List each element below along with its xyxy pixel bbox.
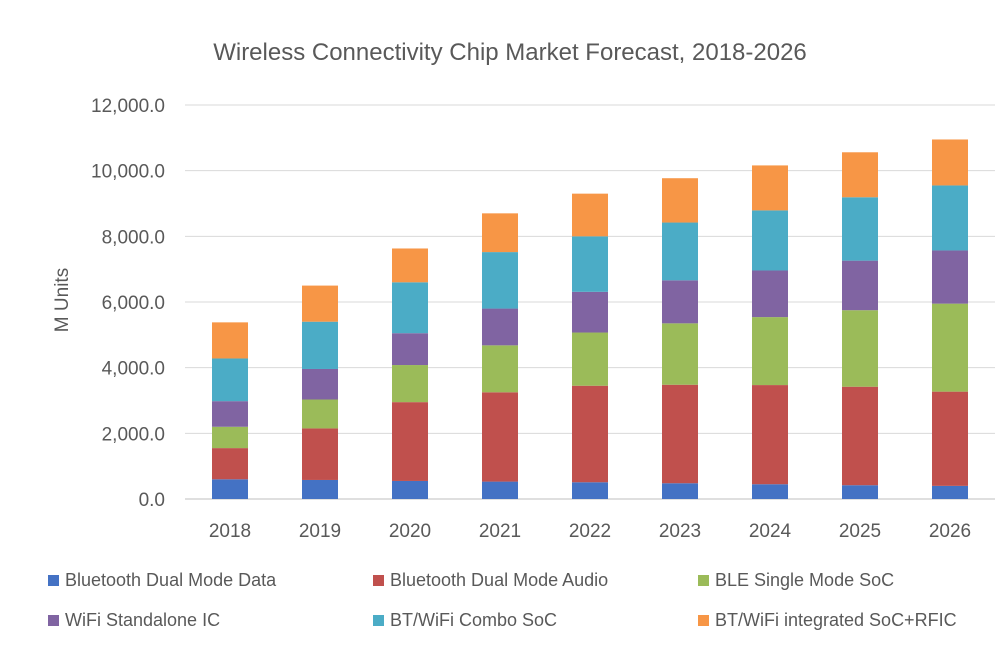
bar-segment [842, 260, 878, 311]
x-tick-label: 2021 [479, 521, 521, 542]
legend-item: BT/WiFi Combo SoC [373, 610, 557, 630]
legend-item: Bluetooth Dual Mode Audio [373, 570, 608, 590]
x-tick-label: 2022 [569, 521, 611, 542]
y-axis-ticks: 0.0 2,000.0 4,000.0 6,000.0 8,000.0 10,000.0 1… [91, 96, 165, 511]
bar-segment [662, 384, 698, 484]
x-tick-label: 2023 [659, 521, 701, 542]
bar-segment [212, 358, 248, 402]
bar-segment [572, 385, 608, 483]
bar-segment [392, 333, 428, 366]
legend-swatch [698, 615, 709, 626]
legend-swatch [373, 615, 384, 626]
legend-label: BT/WiFi Combo SoC [390, 610, 557, 630]
legend-swatch [48, 615, 59, 626]
bar-segment [302, 399, 338, 429]
bar-segment [302, 428, 338, 480]
bar-segment [932, 139, 968, 186]
legend-label: BLE Single Mode SoC [715, 570, 894, 590]
bar-segment [662, 323, 698, 385]
legend-label: Bluetooth Dual Mode Data [65, 570, 277, 590]
bar-segment [752, 165, 788, 211]
bar-segment [302, 368, 338, 400]
bar-segment [932, 485, 968, 499]
bar-segment [932, 391, 968, 486]
y-tick-label: 0.0 [139, 490, 165, 511]
y-tick-label: 6,000.0 [102, 293, 165, 314]
y-tick-label: 12,000.0 [91, 96, 165, 117]
bar-segment [572, 482, 608, 499]
chart-title: Wireless Connectivity Chip Market Foreca… [213, 39, 807, 66]
bar-segment [662, 483, 698, 499]
bar-segment [752, 484, 788, 499]
bar-segment [392, 480, 428, 499]
bar-segment [392, 402, 428, 481]
x-tick-label: 2020 [389, 521, 431, 542]
bar-segment [302, 479, 338, 499]
x-tick-label: 2025 [839, 521, 881, 542]
bar-segment [572, 193, 608, 237]
bar-segment [752, 317, 788, 386]
legend-item: WiFi Standalone IC [48, 610, 220, 630]
bars [212, 139, 968, 499]
bar-segment [662, 178, 698, 223]
bar-segment [212, 426, 248, 449]
bar-segment [212, 401, 248, 427]
legend-swatch [48, 575, 59, 586]
bar-segment [482, 345, 518, 393]
bar-segment [932, 303, 968, 392]
bar-segment [752, 210, 788, 271]
bar-segment [842, 386, 878, 486]
y-tick-label: 4,000.0 [102, 359, 165, 380]
bar-segment [212, 479, 248, 499]
bar-segment [482, 213, 518, 253]
y-tick-label: 2,000.0 [102, 424, 165, 445]
bar-segment [662, 280, 698, 324]
bar-segment [752, 270, 788, 318]
bar-segment [482, 308, 518, 346]
bar-segment [482, 481, 518, 499]
y-tick-label: 8,000.0 [102, 227, 165, 248]
bar-segment [752, 385, 788, 485]
x-tick-label: 2026 [929, 521, 971, 542]
bar-segment [842, 485, 878, 499]
bar-segment [572, 236, 608, 292]
bar-segment [842, 310, 878, 387]
bar-segment [392, 365, 428, 403]
legend-swatch [373, 575, 384, 586]
x-tick-label: 2019 [299, 521, 341, 542]
x-axis-ticks: 2018 2019 2020 2021 2022 2023 2024 2025 2026 [209, 521, 971, 542]
bar-segment [212, 448, 248, 480]
legend-item: BT/WiFi integrated SoC+RFIC [698, 610, 957, 630]
bar-segment [842, 152, 878, 198]
bar-segment [932, 250, 968, 304]
bar-segment [572, 332, 608, 386]
y-axis-label: M Units [52, 268, 73, 332]
x-tick-label: 2024 [749, 521, 792, 542]
bar-segment [302, 285, 338, 322]
y-tick-label: 10,000.0 [91, 162, 165, 183]
bar-segment [662, 222, 698, 281]
legend-item: Bluetooth Dual Mode Data [48, 570, 277, 590]
bar-segment [392, 282, 428, 334]
bar-segment [572, 291, 608, 333]
bar-segment [302, 321, 338, 369]
legend: Bluetooth Dual Mode Data Bluetooth Dual M… [48, 570, 957, 630]
bar-segment [482, 392, 518, 482]
bar-segment [482, 252, 518, 309]
legend-label: Bluetooth Dual Mode Audio [390, 570, 608, 590]
bar-segment [932, 185, 968, 251]
bar-segment [842, 197, 878, 261]
legend-item: BLE Single Mode SoC [698, 570, 894, 590]
legend-label: WiFi Standalone IC [65, 610, 220, 630]
bar-segment [212, 322, 248, 359]
bar-segment [392, 248, 428, 283]
legend-swatch [698, 575, 709, 586]
x-tick-label: 2018 [209, 521, 251, 542]
legend-label: BT/WiFi integrated SoC+RFIC [715, 610, 957, 630]
